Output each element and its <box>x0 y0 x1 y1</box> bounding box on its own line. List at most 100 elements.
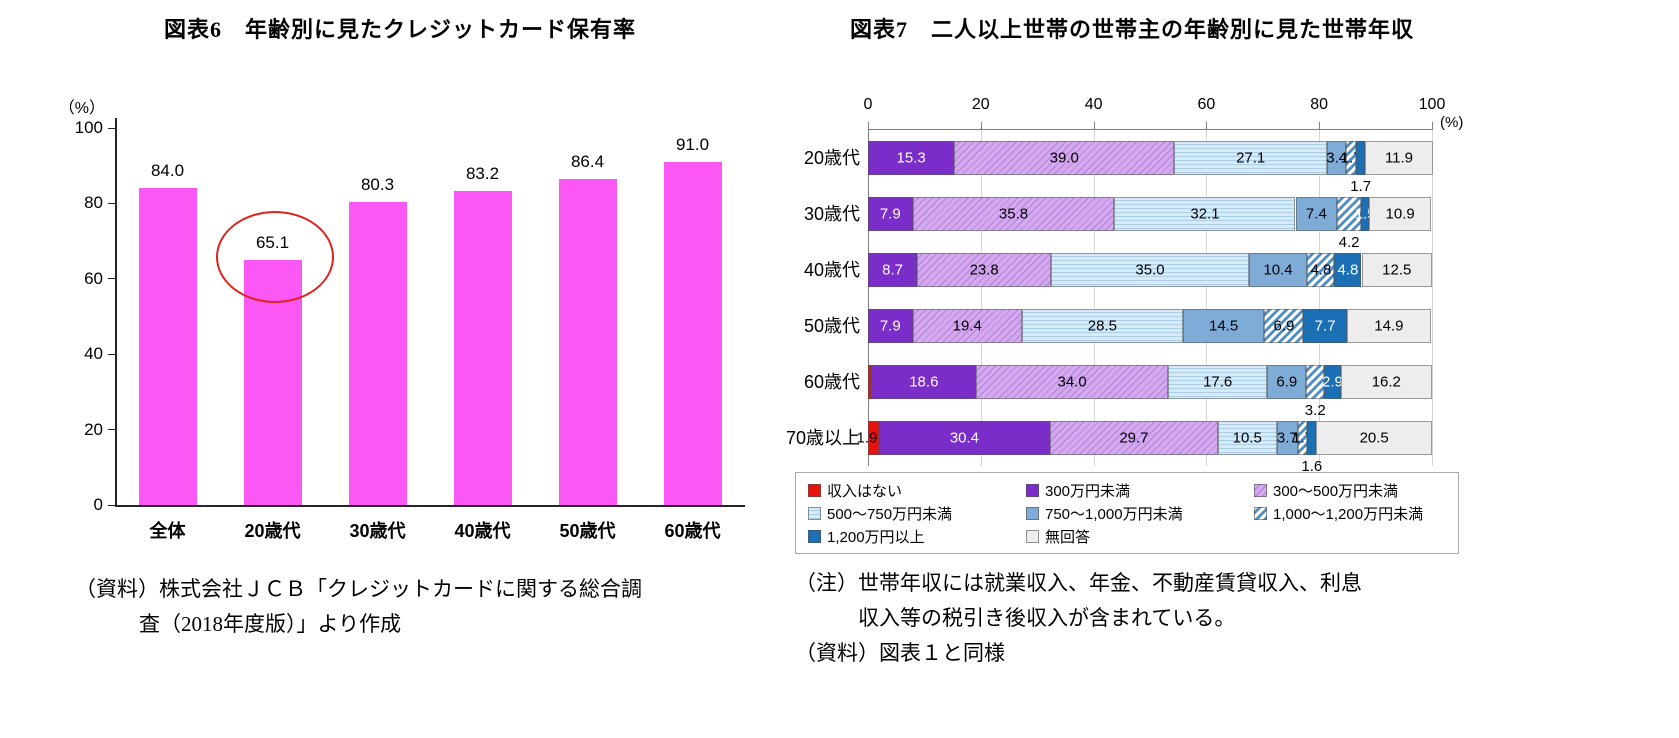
legend-label: 収入はない <box>827 482 903 500</box>
segment-label: 11.9 <box>1384 149 1414 167</box>
x-tick-mark <box>1319 122 1321 130</box>
legend-swatch <box>808 506 821 520</box>
x-tick-label: 60 <box>1197 96 1216 113</box>
bar-value-label: 86.4 <box>570 152 605 172</box>
legend-swatch <box>808 483 821 497</box>
legend-item: 収入はない <box>808 480 1026 500</box>
segment-label: 34.0 <box>1057 373 1087 391</box>
grid-line <box>1319 130 1321 466</box>
segment-label: 10.4 <box>1263 261 1293 279</box>
bar-segment: 15.3 <box>868 141 955 175</box>
segment-label: 20.5 <box>1359 429 1389 447</box>
segment-label: 29.7 <box>1119 429 1149 447</box>
segment-label: 18.6 <box>909 373 939 391</box>
segment-label: 27.1 <box>1236 149 1266 167</box>
bar-segment: 23.8 <box>917 253 1052 287</box>
segment-label: 3.4 <box>1326 149 1348 167</box>
x-tick-label: 20 <box>971 96 990 113</box>
x-category-label: 全体 <box>149 521 186 541</box>
row-category-label: 70歳以上 <box>785 428 860 448</box>
bar-segment: 7.7 <box>1303 309 1347 343</box>
note-line: （注）世帯年収には就業収入、年金、不動産賃貸収入、利息 <box>795 571 1362 595</box>
segment-label: 1.7 <box>1350 178 1372 195</box>
x-tick-mark <box>1206 122 1208 130</box>
legend-label: 1,000～1,200万円未満 <box>1273 505 1424 523</box>
bar-segment: 3.7 <box>1277 421 1298 455</box>
bar-segment: 14.5 <box>1182 309 1265 343</box>
bar-segment: 1.5 <box>1355 197 1376 231</box>
left-chart-panel: 図表6 年齢別に見たクレジットカード保有率 （%） 0 20 40 60 80 100 84.… <box>0 0 760 738</box>
bar-segment: 19.4 <box>912 309 1022 343</box>
right-chart-title: 図表7 二人以上世帯の世帯主の年齢別に見た世帯年収 <box>849 17 1414 42</box>
row-category-label: 20歳代 <box>803 148 860 168</box>
y-tick-label: 40 <box>84 344 103 364</box>
bar-value-label: 83.2 <box>465 164 500 184</box>
x-category-label: 20歳代 <box>244 521 301 541</box>
segment-label: 23.8 <box>969 261 999 279</box>
bar-segment: 6.9 <box>1264 309 1304 343</box>
bar-segment: 14.9 <box>1346 309 1431 343</box>
legend-swatch <box>808 529 821 543</box>
x-category-label: 50歳代 <box>559 521 616 541</box>
left-source-note: （資料）株式会社ＪＣＢ「クレジットカードに関する総合調 査（2018年度版）」よ… <box>75 572 725 642</box>
note-line: 収入等の税引き後収入が含まれている。 <box>858 606 1236 630</box>
bar-segment: 1.7 <box>1350 141 1371 195</box>
segment-label: 7.7 <box>1314 317 1336 335</box>
y-tick-mark <box>108 127 115 129</box>
bar-segment: 4.8 <box>1307 253 1335 287</box>
bar <box>453 191 512 505</box>
x-tick-label: 100 <box>1418 96 1446 113</box>
segment-label: 15.3 <box>896 149 926 167</box>
x-tick-mark <box>1093 122 1095 130</box>
bar-segment: 6.9 <box>1267 365 1307 399</box>
y-tick-label: 80 <box>84 193 103 213</box>
bar <box>138 188 197 505</box>
left-chart-plot: （%） 0 20 40 60 80 100 84.0 全体 65.1 20歳代 80.3 30歳代 83.… <box>59 100 745 541</box>
bar-segment: 1.6 <box>1301 421 1322 475</box>
x-category-label: 60歳代 <box>664 521 721 541</box>
bar-segment: 17.6 <box>1168 365 1268 399</box>
segment-label: 4.8 <box>1310 261 1332 279</box>
bar-segment: 35.0 <box>1051 253 1249 287</box>
bar-segment: 10.4 <box>1248 253 1308 287</box>
bar-segment: 8.7 <box>868 253 918 287</box>
grid-line <box>980 130 982 466</box>
legend-label: 300～500万円未満 <box>1273 482 1399 500</box>
x-tick-label: 0 <box>863 96 873 113</box>
stacked-bar-row: 18.6 34.0 17.6 6.9 3.2 2.9 16.2 <box>868 354 1432 419</box>
bar-segment: 10.5 <box>1217 421 1277 455</box>
bar-segment: 7.9 <box>868 309 913 343</box>
bar-segment: 1.7 <box>1341 141 1361 175</box>
bar <box>348 202 407 505</box>
y-tick-mark <box>108 353 115 355</box>
segment-label: 2.9 <box>1322 373 1343 391</box>
x-tick-mark <box>868 122 869 130</box>
grid-line <box>1206 130 1208 466</box>
stacked-bar: 15.3 39.0 27.1 3.4 1.7 1.7 11.9 <box>868 141 1433 195</box>
bar-segment <box>868 365 872 399</box>
bar-segment: 7.4 <box>1295 197 1338 231</box>
segment-label: 10.5 <box>1232 429 1262 447</box>
right-chart-panel: 図表7 二人以上世帯の世帯主の年齢別に見た世帯年収 0 20 40 60 80 100 (%… <box>770 0 1679 738</box>
bar-segment: 16.2 <box>1340 365 1432 399</box>
x-axis-line <box>115 505 745 507</box>
row-category-label: 30歳代 <box>803 204 860 224</box>
bar-segment: 35.8 <box>912 197 1115 231</box>
legend-swatch <box>1026 506 1039 520</box>
bar-segment: 2.9 <box>1322 365 1343 399</box>
segment-label: 35.0 <box>1135 261 1165 279</box>
bar-segment: 11.9 <box>1365 141 1433 175</box>
segment-label: 28.5 <box>1087 317 1117 335</box>
legend-label: 300万円未満 <box>1045 482 1131 500</box>
source-note-line: 査（2018年度版）」より作成 <box>139 612 402 636</box>
bar-segment: 39.0 <box>954 141 1175 175</box>
segment-label: 1.6 <box>1301 458 1323 475</box>
segment-label: 4.2 <box>1338 234 1360 251</box>
stacked-bar-row: 1.9 30.4 29.7 10.5 3.7 1.7 1.6 20.5 <box>857 410 1432 475</box>
legend-item: 無回答 <box>1026 526 1254 546</box>
legend-item: 300万円未満 <box>1026 480 1254 500</box>
grid-line <box>1432 130 1433 466</box>
legend-item: 500～750万円未満 <box>808 503 1026 523</box>
chart-legend: 収入はない 300万円未満 300～500万円未満 500～750万円未満 750～1,… <box>795 472 1459 554</box>
segment-label: 14.9 <box>1374 317 1404 335</box>
